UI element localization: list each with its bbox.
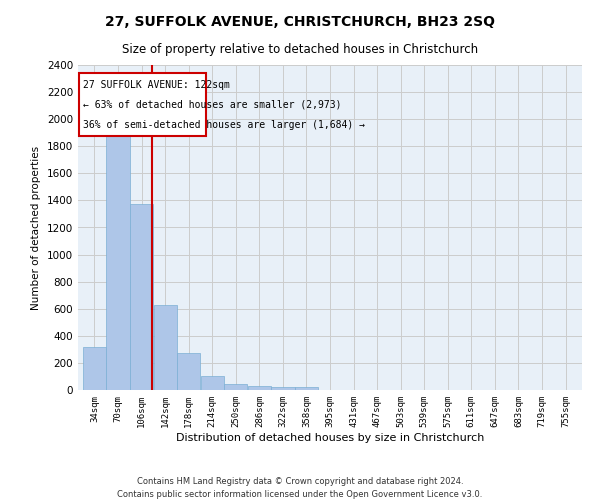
Text: 36% of semi-detached houses are larger (1,684) →: 36% of semi-detached houses are larger (… [83, 120, 365, 130]
FancyBboxPatch shape [79, 73, 206, 136]
Text: Size of property relative to detached houses in Christchurch: Size of property relative to detached ho… [122, 42, 478, 56]
Bar [248, 386, 271, 390]
Bar [83, 348, 106, 390]
Bar [130, 204, 153, 390]
Bar [177, 353, 200, 390]
Text: 27 SUFFOLK AVENUE: 122sqm: 27 SUFFOLK AVENUE: 122sqm [83, 80, 230, 90]
X-axis label: Distribution of detached houses by size in Christchurch: Distribution of detached houses by size … [176, 432, 484, 442]
Text: 27, SUFFOLK AVENUE, CHRISTCHURCH, BH23 2SQ: 27, SUFFOLK AVENUE, CHRISTCHURCH, BH23 2… [105, 15, 495, 29]
Y-axis label: Number of detached properties: Number of detached properties [31, 146, 41, 310]
Bar [106, 126, 130, 390]
Bar [224, 384, 247, 390]
Text: ← 63% of detached houses are smaller (2,973): ← 63% of detached houses are smaller (2,… [83, 100, 341, 110]
Bar [271, 386, 295, 390]
Text: Contains HM Land Registry data © Crown copyright and database right 2024.: Contains HM Land Registry data © Crown c… [137, 478, 463, 486]
Bar [295, 388, 318, 390]
Bar [200, 376, 224, 390]
Text: Contains public sector information licensed under the Open Government Licence v3: Contains public sector information licen… [118, 490, 482, 499]
Bar [154, 304, 177, 390]
